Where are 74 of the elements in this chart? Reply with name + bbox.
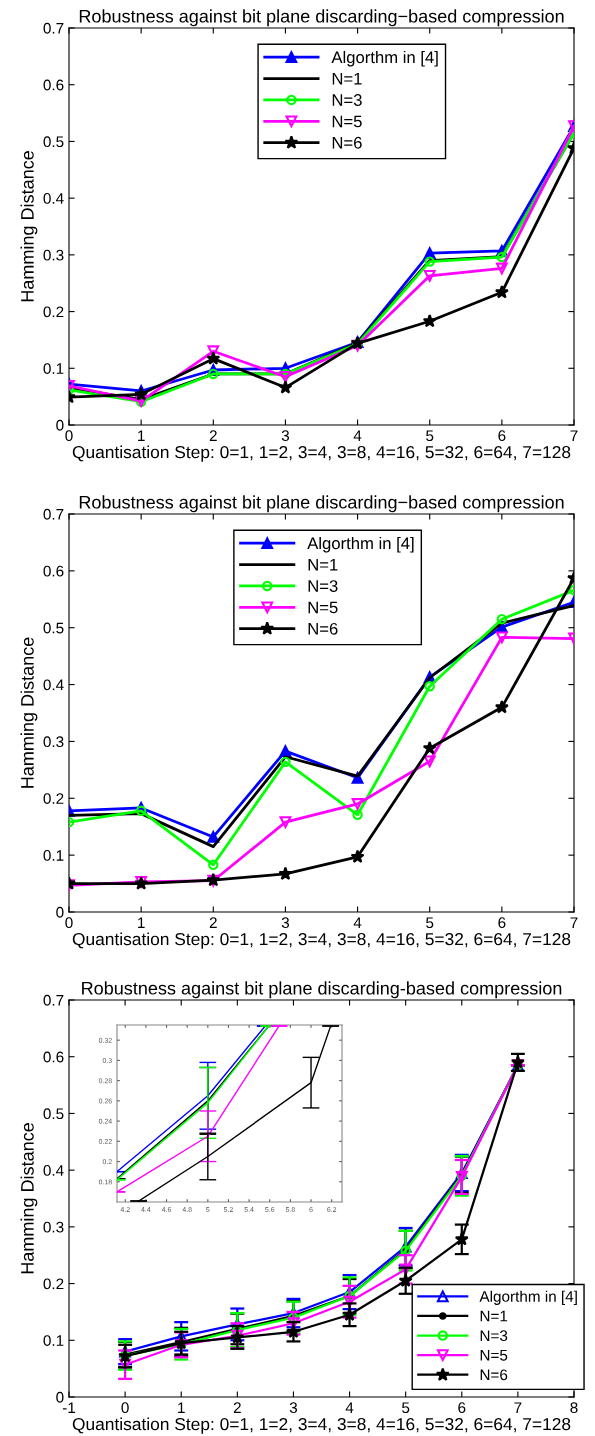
x-tick-label: 5 bbox=[426, 917, 434, 929]
y-tick-label: 0.2 bbox=[43, 793, 64, 804]
y-tick-label: 0.1 bbox=[43, 363, 64, 374]
legend-label: N=6 bbox=[332, 136, 362, 149]
y-tick-label: 0.2 bbox=[43, 306, 64, 318]
y-tick-label: 0.4 bbox=[43, 193, 64, 204]
y-tick-label: 0.6 bbox=[43, 79, 64, 91]
x-tick-label: 3 bbox=[281, 430, 290, 442]
y-tick-label: 0 bbox=[56, 906, 64, 918]
x-tick-label: 0 bbox=[121, 1402, 129, 1414]
x-tick-label: 0 bbox=[65, 430, 73, 442]
x-tick-label: 1 bbox=[138, 917, 145, 928]
y-tick-label: 0 bbox=[56, 419, 64, 431]
y-tick-label: 0.7 bbox=[43, 508, 64, 520]
y-tick-label: 0.7 bbox=[43, 994, 64, 1006]
y-tick-label: 0.5 bbox=[43, 1108, 64, 1120]
legend-label: N=1 bbox=[308, 558, 338, 571]
chart-title: Robustness against bit plane discarding−based compression bbox=[79, 9, 564, 27]
y-tick-label: 0 bbox=[56, 1391, 64, 1403]
x-tick-label: 1 bbox=[138, 430, 145, 441]
x-tick-label: 2 bbox=[209, 917, 217, 928]
chart-title: Robustness against bit plane discarding−based compression bbox=[79, 495, 564, 513]
x-tick-label: 2 bbox=[233, 1402, 241, 1413]
x-tick-label: -1 bbox=[62, 1402, 76, 1413]
y-tick-label: 0.6 bbox=[43, 1051, 64, 1063]
y-tick-label: 0.3 bbox=[43, 736, 64, 748]
x-tick-label: 4 bbox=[353, 430, 362, 441]
y-tick-label: 0.3 bbox=[43, 249, 64, 261]
legend-label: N=3 bbox=[332, 94, 362, 106]
x-axis-title: Quantisation Step: 0=1, 1=2, 3=4, 3=8, 4=16, 5=32, 6=64, 7=128 bbox=[72, 932, 571, 949]
legend-label: Algorthm in [4] bbox=[307, 536, 414, 553]
x-tick-label: 7 bbox=[514, 1402, 522, 1413]
x-tick-label: 3 bbox=[281, 917, 290, 929]
legend-label: N=6 bbox=[308, 622, 338, 635]
legend-label: N=5 bbox=[332, 115, 362, 128]
chart-title: Robustness against bit plane discarding-based compression bbox=[82, 981, 562, 999]
y-tick-label: 0.3 bbox=[43, 1221, 64, 1233]
legend-label: Algorthm in [4] bbox=[479, 1290, 577, 1305]
x-tick-label: 0 bbox=[65, 917, 73, 929]
x-tick-label: 5 bbox=[402, 1402, 410, 1414]
x-tick-label: 6 bbox=[458, 1402, 466, 1414]
x-tick-label: 4 bbox=[345, 1402, 354, 1413]
y-tick-label: 0.5 bbox=[43, 622, 64, 634]
x-axis-title: Quantisation Step: 0=1, 1=2, 3=4, 3=8, 4=16, 5=32, 6=64, 7=128 bbox=[72, 445, 571, 462]
y-tick-label: 0.1 bbox=[43, 850, 64, 861]
legend-label: N=6 bbox=[480, 1369, 508, 1381]
x-tick-label: 6 bbox=[498, 917, 506, 929]
y-tick-label: 0.5 bbox=[43, 136, 64, 148]
x-tick-label: 8 bbox=[570, 1402, 578, 1414]
legend-label: N=5 bbox=[308, 601, 338, 614]
x-tick-label: 7 bbox=[570, 917, 578, 928]
x-tick-label: 2 bbox=[209, 430, 217, 441]
x-tick-label: 7 bbox=[570, 430, 578, 441]
y-axis-title: Hamming Distance bbox=[20, 1123, 38, 1274]
y-axis-title: Hamming Distance bbox=[20, 637, 38, 788]
legend-label: N=3 bbox=[308, 580, 338, 592]
y-tick-label: 0.4 bbox=[43, 679, 64, 691]
x-tick-label: 3 bbox=[289, 1402, 298, 1414]
x-tick-label: 1 bbox=[178, 1402, 185, 1413]
y-tick-label: 0.2 bbox=[43, 1278, 64, 1290]
x-axis-title: Quantisation Step: 0=1, 1=2, 3=4, 3=8, 4=16, 5=32, 6=64, 7=128 bbox=[72, 1417, 571, 1434]
y-axis-title: Hamming Distance bbox=[20, 151, 38, 302]
x-tick-label: 5 bbox=[426, 430, 434, 442]
y-tick-label: 0.4 bbox=[43, 1165, 64, 1176]
legend-label: N=1 bbox=[332, 72, 362, 85]
legend-label: Algorthm in [4] bbox=[331, 50, 438, 67]
x-tick-label: 6 bbox=[498, 430, 506, 442]
y-tick-label: 0.6 bbox=[43, 565, 64, 577]
y-tick-label: 0.7 bbox=[43, 22, 64, 34]
x-tick-label: 4 bbox=[353, 917, 362, 928]
y-tick-label: 0.1 bbox=[43, 1335, 64, 1346]
legend-label: N=3 bbox=[480, 1330, 508, 1342]
legend-label: N=5 bbox=[480, 1349, 508, 1361]
legend-label: N=1 bbox=[480, 1310, 508, 1322]
